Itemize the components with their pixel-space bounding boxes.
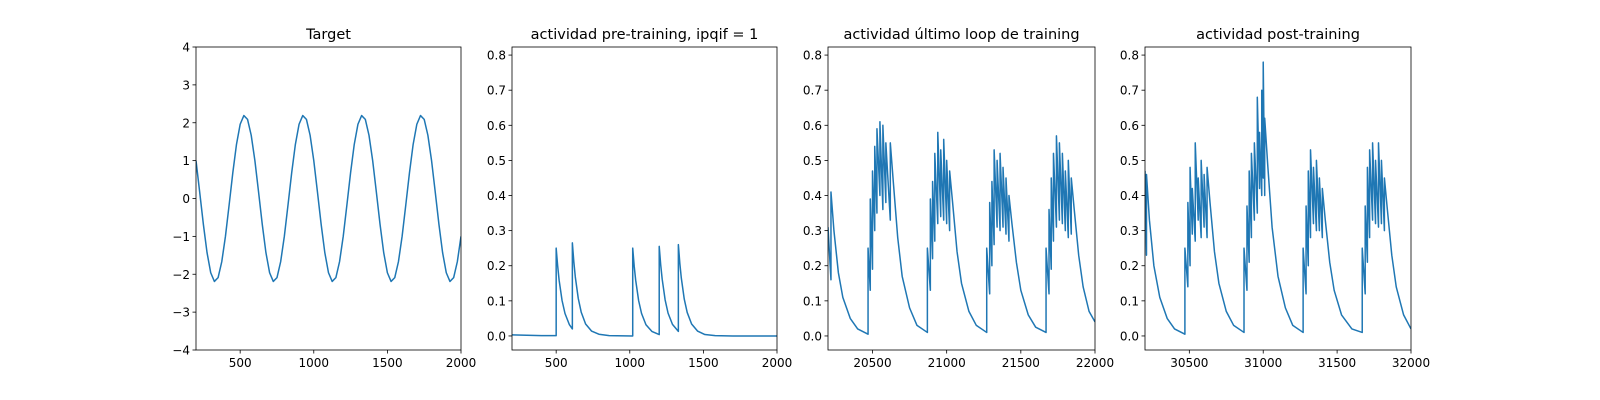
plot-area [512,242,777,337]
chart-title: Target [305,27,351,43]
x-tick-label: 1500 [372,356,403,370]
y-tick-label: −2 [172,268,190,282]
y-tick-label: 0.3 [1120,224,1139,238]
y-tick-label: 0.1 [1120,294,1139,308]
subplot: Target 500 1000 1500 2000 −4 −3 −2 −1 0 1 2 3 4 [172,27,476,370]
y-tick-label: 0.7 [487,84,506,98]
axes-frame [1144,46,1412,351]
y-tick-label: 1 [182,154,190,168]
x-tick-label: 2000 [762,356,793,370]
subplot: actividad pre-training, ipqif = 1 500 1000… [487,27,792,370]
x-tick-label: 500 [229,356,252,370]
x-tick-label: 22000 [1076,356,1114,370]
x-tick-label: 30500 [1170,356,1208,370]
y-tick-label: 0.5 [1120,154,1139,168]
y-tick-label: 0.0 [1120,329,1139,343]
y-tick-label: 0.5 [803,154,822,168]
y-tick-label: −4 [172,344,190,358]
y-tick-label: 0.4 [803,189,822,203]
y-tick-label: 2 [182,116,190,130]
y-tick-label: 0 [182,192,190,206]
y-tick-label: 0.2 [487,259,506,273]
x-tick-label: 1000 [615,356,646,370]
x-tick-label: 32000 [1392,356,1430,370]
y-tick-label: 0.7 [1120,84,1139,98]
chart-title: actividad pre-training, ipqif = 1 [531,27,759,43]
y-tick-label: 0.2 [803,259,822,273]
y-tick-label: 0.3 [487,224,506,238]
chart-title: actividad último loop de training [843,27,1079,43]
y-tick-label: 0.5 [487,154,506,168]
x-tick-label: 1000 [299,356,330,370]
plot-area [196,114,461,283]
subplot: actividad post-training 30500 31000 31500 32… [1120,27,1430,370]
y-tick-label: −3 [172,306,190,320]
y-tick-label: 0.0 [803,329,822,343]
y-tick-label: 0.8 [1120,49,1139,63]
chart-title: actividad post-training [1196,27,1360,43]
x-tick-label: 21500 [1002,356,1040,370]
y-tick-label: 0.6 [803,119,822,133]
y-tick-label: 0.3 [803,224,822,238]
x-tick-label: 21000 [928,356,966,370]
y-tick-label: 0.0 [487,329,506,343]
data-line [196,114,461,283]
y-tick-label: 0.4 [487,189,506,203]
plot-area [1145,61,1411,335]
data-line [1145,61,1411,335]
y-tick-label: 0.1 [487,294,506,308]
y-tick-label: 0.7 [803,84,822,98]
data-line [512,242,777,337]
y-tick-label: 0.1 [803,294,822,308]
x-tick-label: 500 [545,356,568,370]
y-tick-label: 0.4 [1120,189,1139,203]
y-tick-label: 0.8 [487,49,506,63]
plot-area [828,121,1095,335]
y-tick-label: 4 [182,41,190,55]
data-line [828,121,1095,335]
x-tick-label: 31000 [1244,356,1282,370]
y-tick-label: 0.2 [1120,259,1139,273]
axes-frame [511,46,778,351]
x-tick-label: 31500 [1318,356,1356,370]
x-tick-label: 20500 [853,356,891,370]
y-tick-label: −1 [172,230,190,244]
subplot: actividad último loop de training 20500 21… [803,27,1114,370]
x-tick-label: 1500 [688,356,719,370]
y-tick-label: 0.6 [487,119,506,133]
axes-frame [195,46,462,351]
y-tick-label: 0.8 [803,49,822,63]
y-tick-label: 3 [182,78,190,92]
axes-frame [827,46,1096,351]
y-tick-label: 0.6 [1120,119,1139,133]
x-tick-label: 2000 [446,356,477,370]
